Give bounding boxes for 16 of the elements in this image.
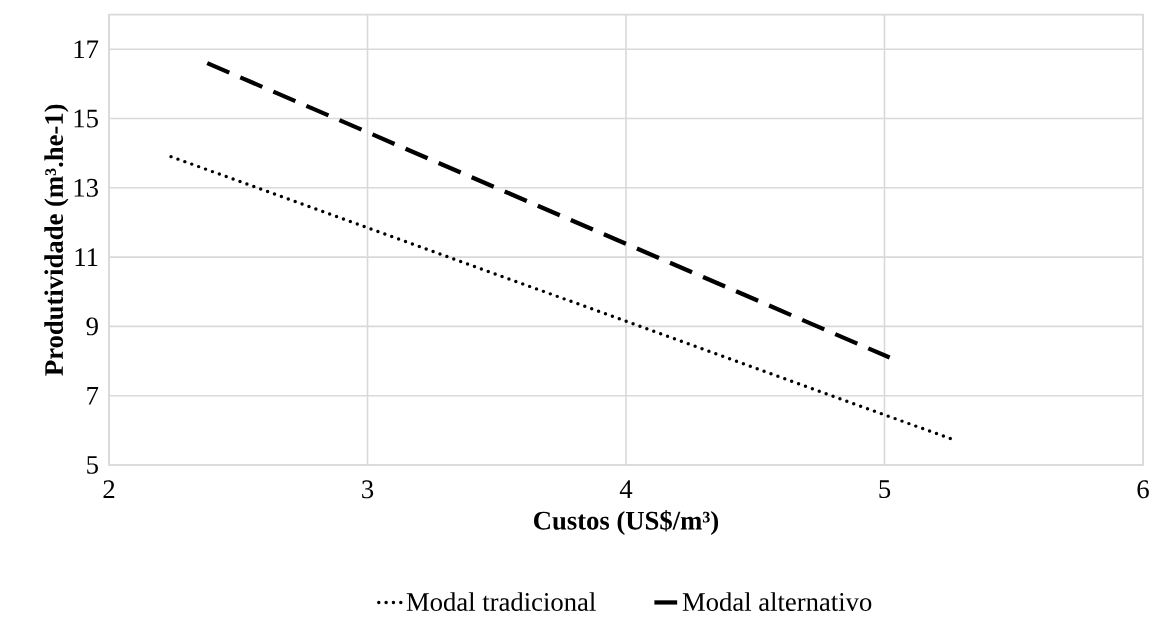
- y-tick-label: 17: [74, 40, 99, 59]
- y-tick-label: 11: [75, 248, 98, 266]
- x-axis-title: Custos (US$/m³): [534, 510, 719, 536]
- legend-label: Modal alternativo: [682, 592, 872, 611]
- y-axis-title: Produtividade (m³.he-1): [44, 104, 69, 376]
- y-tick-label: 15: [74, 109, 98, 128]
- x-tick-label: 5: [879, 480, 891, 499]
- x-tick-label: 4: [619, 480, 633, 498]
- x-tick-label: 2: [103, 480, 115, 499]
- x-tick-label: 3: [362, 480, 374, 499]
- x-tick-label: 6: [1137, 480, 1149, 499]
- y-tick-label: 13: [74, 178, 98, 197]
- y-tick-label: 5: [87, 456, 98, 474]
- y-tick-label: 9: [86, 317, 98, 336]
- y-tick-label: 7: [87, 386, 99, 405]
- legend-label: Modal tradicional: [406, 592, 596, 611]
